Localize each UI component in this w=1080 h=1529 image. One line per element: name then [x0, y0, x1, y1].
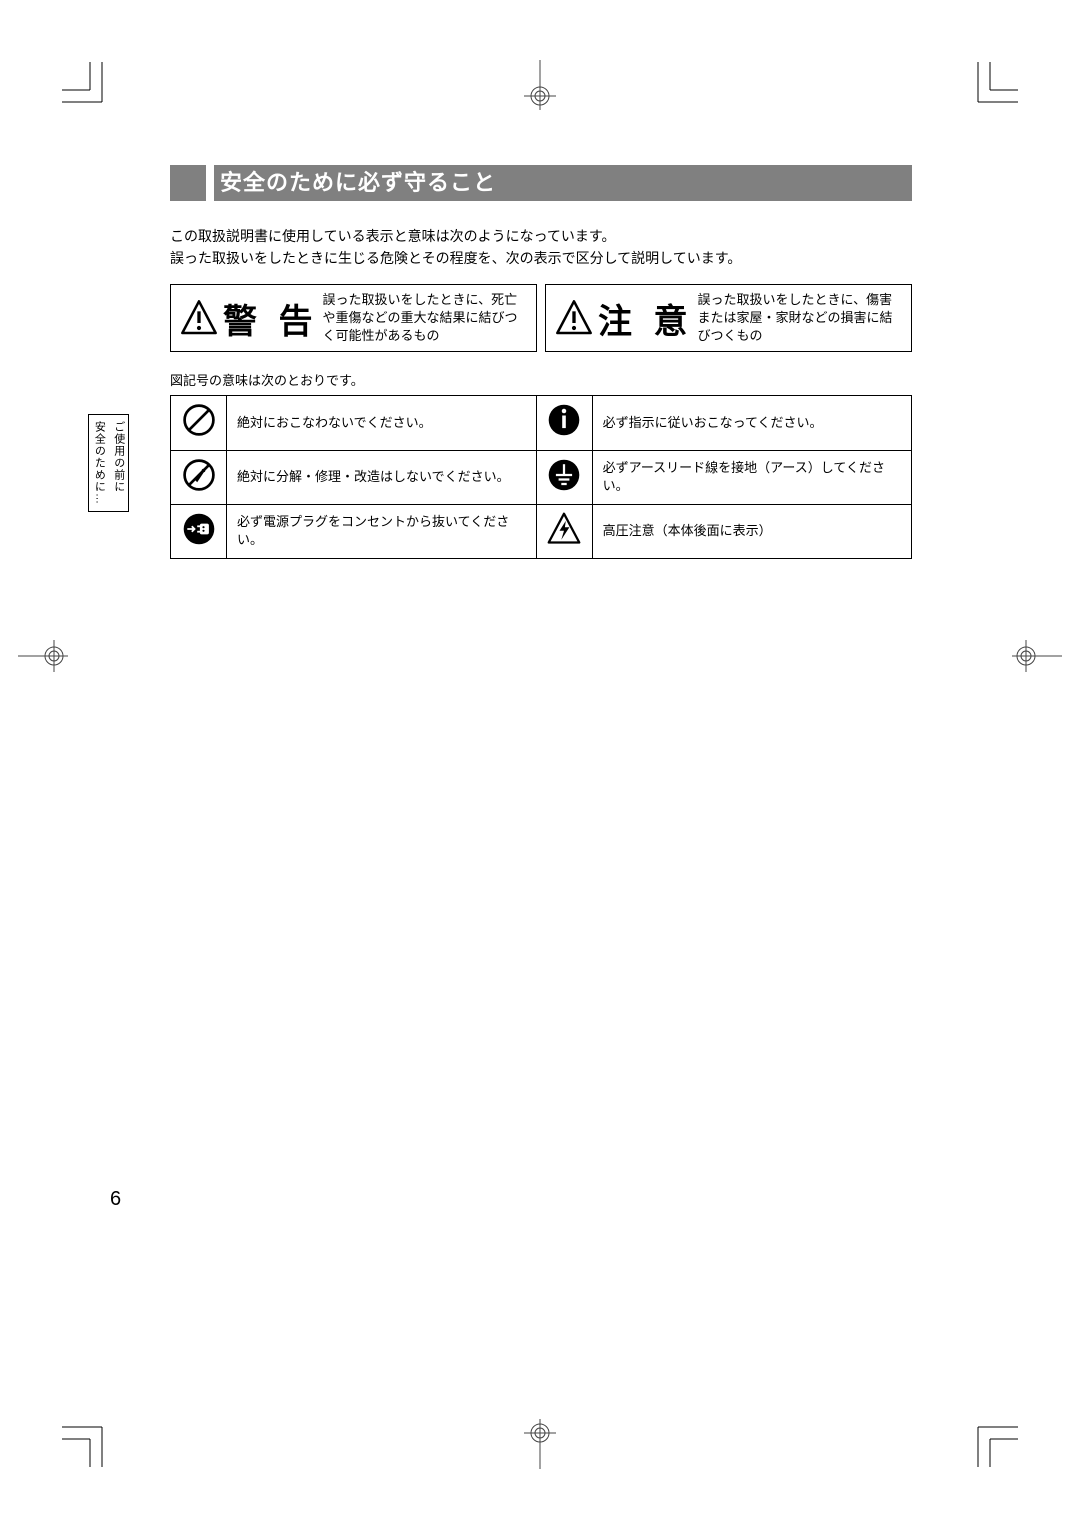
unplug-text: 必ず電源プラグをコンセントから抜いてください。: [227, 504, 537, 558]
registration-mark-bottom: [524, 1419, 556, 1469]
symbol-intro: 図記号の意味は次のとおりです。: [170, 370, 912, 389]
caution-desc: 誤った取扱いをしたときに、傷害または家屋・家財などの損害に結びつくもの: [697, 291, 903, 346]
table-row: 絶対に分解・修理・改造はしないでください。 必ずアースリード線を接地（アース）し…: [171, 450, 912, 504]
registration-mark-left: [18, 640, 68, 672]
symbol-table: 絶対におこなわないでください。 必ず指示に従いおこなってください。 絶対に: [170, 395, 912, 559]
page-number: 6: [110, 1188, 121, 1211]
intro-line-1: この取扱説明書に使用している表示と意味は次のようになっています。: [170, 225, 912, 247]
registration-mark-right: [1012, 640, 1062, 672]
prohibit-icon: [181, 402, 217, 438]
section-title: 安全のために必ず守ること: [214, 165, 912, 201]
intro-text: この取扱説明書に使用している表示と意味は次のようになっています。 誤った取扱いを…: [170, 225, 912, 270]
side-tab-col1: 安全のために…: [91, 421, 106, 505]
hv-text: 高圧注意（本体後面に表示）: [592, 504, 911, 558]
must-icon: [546, 402, 582, 438]
warning-label: 警 告: [223, 294, 318, 343]
must-text: 必ず指示に従いおこなってください。: [592, 396, 911, 450]
ground-text: 必ずアースリード線を接地（アース）してください。: [592, 450, 911, 504]
warning-box: 警 告 誤った取扱いをしたときに、死亡や重傷などの重大な結果に結びつく可能性があ…: [170, 284, 537, 353]
intro-line-2: 誤った取扱いをしたときに生じる危険とその程度を、次の表示で区分して説明しています…: [170, 247, 912, 269]
caution-box: 注 意 誤った取扱いをしたときに、傷害または家屋・家財などの損害に結びつくもの: [545, 284, 912, 353]
section-title-bar: 安全のために必ず守ること: [170, 165, 912, 201]
ground-icon: [546, 457, 582, 493]
crop-mark-tl: [62, 62, 122, 122]
side-tab: 安全のために… ご使用の前に: [88, 414, 129, 512]
caution-label: 注 意: [598, 294, 693, 343]
no-disassemble-text: 絶対に分解・修理・改造はしないでください。: [227, 450, 537, 504]
title-square-icon: [170, 165, 206, 201]
no-disassemble-icon: [181, 457, 217, 493]
table-row: 必ず電源プラグをコンセントから抜いてください。 高圧注意（本体後面に表示）: [171, 504, 912, 558]
high-voltage-icon: [546, 511, 582, 547]
registration-mark-top: [524, 60, 556, 110]
crop-mark-tr: [958, 62, 1018, 122]
unplug-icon: [181, 511, 217, 547]
table-row: 絶対におこなわないでください。 必ず指示に従いおこなってください。: [171, 396, 912, 450]
page-content: 安全のために必ず守ること この取扱説明書に使用している表示と意味は次のようになっ…: [170, 165, 912, 559]
warning-triangle-icon: [179, 298, 219, 338]
warning-caution-row: 警 告 誤った取扱いをしたときに、死亡や重傷などの重大な結果に結びつく可能性があ…: [170, 284, 912, 353]
side-tab-col2: ご使用の前に: [110, 421, 125, 505]
warning-desc: 誤った取扱いをしたときに、死亡や重傷などの重大な結果に結びつく可能性があるもの: [322, 291, 528, 346]
caution-triangle-icon: [554, 298, 594, 338]
prohibit-text: 絶対におこなわないでください。: [227, 396, 537, 450]
crop-mark-br: [958, 1407, 1018, 1467]
crop-mark-bl: [62, 1407, 122, 1467]
